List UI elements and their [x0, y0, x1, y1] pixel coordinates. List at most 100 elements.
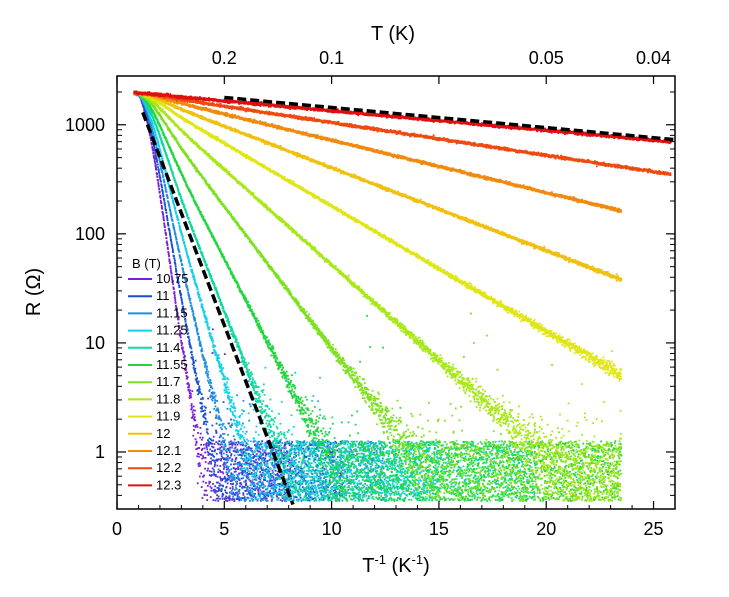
- data-point: [352, 453, 355, 456]
- data-point: [189, 265, 192, 268]
- data-point: [199, 391, 202, 394]
- data-point: [211, 387, 214, 390]
- data-point: [187, 332, 190, 335]
- data-point: [312, 443, 315, 446]
- data-point: [168, 228, 171, 231]
- data-point: [256, 485, 258, 488]
- data-point: [234, 416, 237, 419]
- data-point: [167, 251, 170, 254]
- data-point: [279, 485, 282, 488]
- data-point: [347, 489, 350, 491]
- data-point: [209, 438, 212, 441]
- data-point: [207, 467, 210, 470]
- data-point: [272, 496, 275, 499]
- data-point: [237, 468, 240, 470]
- data-point: [217, 443, 220, 446]
- data-point: [225, 486, 228, 488]
- data-point: [167, 224, 170, 227]
- data-point: [389, 457, 392, 460]
- data-point: [236, 495, 239, 497]
- data-point: [200, 406, 203, 409]
- data-point: [163, 198, 166, 201]
- data-point: [205, 443, 208, 445]
- data-point: [266, 453, 269, 456]
- data-point: [177, 317, 180, 320]
- data-point: [238, 433, 241, 436]
- data-point: [253, 478, 256, 481]
- data-point: [241, 409, 244, 412]
- data-point: [168, 231, 171, 234]
- data-point: [261, 440, 264, 443]
- data-point: [163, 226, 166, 229]
- data-point: [176, 273, 179, 276]
- data-point: [201, 457, 204, 460]
- data-point: [190, 408, 193, 411]
- data-point: [201, 303, 204, 306]
- data-point: [196, 455, 199, 458]
- data-point: [375, 475, 378, 477]
- data-point: [214, 401, 217, 404]
- data-point: [290, 497, 293, 500]
- data-point: [174, 234, 177, 237]
- data-point: [251, 475, 253, 478]
- data-point: [329, 450, 331, 453]
- data-point: [257, 455, 259, 458]
- data-point: [321, 467, 324, 469]
- data-point: [194, 317, 196, 320]
- data-point: [187, 388, 190, 391]
- data-point: [336, 449, 339, 452]
- data-point: [325, 445, 328, 448]
- data-point: [237, 493, 239, 496]
- data-point: [167, 252, 170, 255]
- data-point: [212, 435, 215, 438]
- data-point: [413, 490, 416, 492]
- data-point: [240, 424, 243, 427]
- data-point: [341, 469, 344, 472]
- data-point: [292, 465, 295, 468]
- data-point: [245, 455, 247, 458]
- data-point: [227, 459, 230, 462]
- data-point: [178, 325, 181, 327]
- data-point: [321, 442, 323, 445]
- data-point: [233, 405, 236, 408]
- data-point: [224, 497, 227, 500]
- data-point: [349, 470, 352, 473]
- data-point: [207, 432, 209, 435]
- data-point: [271, 461, 274, 464]
- data-point: [179, 329, 181, 332]
- data-point: [209, 442, 212, 445]
- data-point: [205, 445, 208, 447]
- data-point: [213, 473, 215, 475]
- data-point: [217, 409, 220, 412]
- data-point: [171, 219, 174, 222]
- data-point: [360, 452, 363, 455]
- data-point: [227, 422, 230, 425]
- data-point: [268, 470, 271, 473]
- data-point: [251, 480, 253, 483]
- data-point: [247, 492, 250, 494]
- data-point: [216, 400, 219, 402]
- data-point: [170, 240, 173, 243]
- data-point: [283, 488, 286, 491]
- data-point: [167, 248, 169, 250]
- data-point: [194, 409, 196, 412]
- data-point: [262, 478, 265, 481]
- data-point: [271, 492, 274, 495]
- data-point: [256, 442, 259, 445]
- data-point: [235, 441, 238, 444]
- data-point: [176, 309, 178, 312]
- data-point: [239, 485, 241, 488]
- data-point: [218, 488, 221, 491]
- data-point: [271, 475, 274, 478]
- data-point: [232, 411, 234, 414]
- data-point: [182, 203, 185, 206]
- data-point: [300, 472, 303, 475]
- data-point: [217, 458, 220, 461]
- data-point: [204, 451, 207, 454]
- data-point: [262, 467, 265, 470]
- data-point: [189, 302, 192, 304]
- data-point: [313, 491, 316, 494]
- data-point: [277, 482, 280, 485]
- data-point: [208, 442, 211, 444]
- data-point: [417, 466, 420, 469]
